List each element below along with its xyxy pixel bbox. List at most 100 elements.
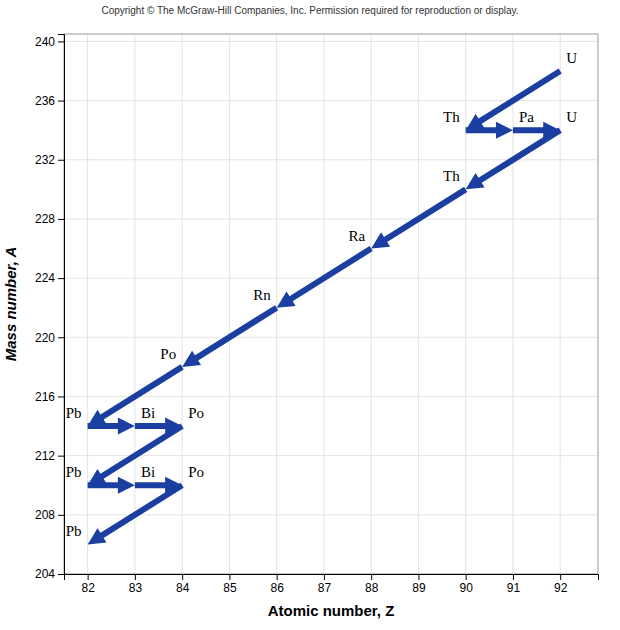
tick-label: 89 <box>412 581 426 595</box>
tick: 87 <box>318 574 332 595</box>
axis-line <box>65 575 599 581</box>
tick-mark <box>58 278 64 279</box>
node-label: Po <box>160 346 176 362</box>
annotation: Copyright © The McGraw-Hill Companies, I… <box>101 5 518 16</box>
arrow <box>88 418 135 435</box>
tick-label: 208 <box>35 508 55 522</box>
tick-mark <box>513 574 514 580</box>
tick: 84 <box>176 574 190 595</box>
tick: 240 <box>35 35 64 49</box>
grid-line <box>418 34 419 574</box>
tick: 212 <box>35 449 64 463</box>
tick-label: 88 <box>365 581 379 595</box>
node-label: Rn <box>253 287 271 303</box>
grid <box>64 34 598 574</box>
tick-label: 86 <box>270 581 284 595</box>
tick-label: 91 <box>507 581 521 595</box>
tick-label: 212 <box>35 449 55 463</box>
tick-label: 92 <box>554 581 568 595</box>
tick: 82 <box>81 574 95 595</box>
node-label: Th <box>443 109 460 125</box>
tick-label: 240 <box>35 35 55 49</box>
tick-mark <box>58 396 64 397</box>
tick: 220 <box>35 331 64 345</box>
grid-line <box>371 34 372 574</box>
tick: 89 <box>412 574 426 595</box>
tick: 232 <box>35 153 64 167</box>
tick: 92 <box>554 574 568 595</box>
tick-label: 87 <box>318 581 332 595</box>
node-label: Ra <box>348 228 365 244</box>
grid-line <box>512 34 513 574</box>
tick: 228 <box>35 212 64 226</box>
tick-mark <box>58 101 64 102</box>
arrow <box>277 246 373 308</box>
grid-line <box>64 396 598 397</box>
node-label: Pa <box>519 109 534 125</box>
arrows <box>88 68 562 544</box>
tick: 85 <box>223 574 237 595</box>
tick-mark <box>58 337 64 338</box>
arrow <box>88 364 184 426</box>
node-label: Bi <box>141 464 155 480</box>
node-label: Pb <box>66 464 82 480</box>
tick-mark <box>58 219 64 220</box>
grid-line <box>87 34 88 574</box>
node-label: Pb <box>66 405 82 421</box>
tick-label: 82 <box>81 581 95 595</box>
x-axis: 82 83 84 85 86 87 88 89 90 91 92 <box>65 574 599 595</box>
arrow <box>182 305 278 367</box>
tick-mark <box>88 574 89 580</box>
y-axis: 204 208 212 216 220 224 228 232 236 240 <box>35 35 65 582</box>
tick: 204 <box>35 567 64 581</box>
tick-label: 236 <box>35 94 55 108</box>
x-axis-title: Atomic number, Z <box>268 602 395 619</box>
grid-line <box>560 34 561 574</box>
tick-mark <box>58 456 64 457</box>
tick-label: 90 <box>460 581 474 595</box>
tick-mark <box>58 160 64 161</box>
grid-line <box>134 34 135 574</box>
tick-mark <box>135 574 136 580</box>
grid-line <box>323 34 324 574</box>
y-axis-title: Mass number, A <box>2 247 19 361</box>
tick: 91 <box>507 574 521 595</box>
grid-line <box>64 455 598 456</box>
tick: 236 <box>35 94 64 108</box>
tick-mark <box>324 574 325 580</box>
tick-mark <box>58 574 64 575</box>
tick-label: 220 <box>35 331 55 345</box>
grid-line <box>276 34 277 574</box>
grid-line <box>64 41 598 42</box>
tick-mark <box>58 41 64 42</box>
tick: 224 <box>35 271 64 285</box>
axis-line <box>58 35 65 575</box>
node-label: Th <box>443 168 460 184</box>
node-label: U <box>566 109 577 125</box>
arrow <box>88 424 184 486</box>
tick: 208 <box>35 508 64 522</box>
plot-frame <box>64 34 598 574</box>
tick-mark <box>229 574 230 580</box>
arrow <box>88 483 184 545</box>
tick-label: 204 <box>35 567 55 581</box>
arrow <box>371 187 467 249</box>
grid-line <box>182 34 183 574</box>
tick-mark <box>418 574 419 580</box>
tick-mark <box>182 574 183 580</box>
tick: 88 <box>365 574 379 595</box>
arrow <box>88 477 135 494</box>
node-label: Po <box>188 405 204 421</box>
chart: Copyright © The McGraw-Hill Companies, I… <box>0 0 620 630</box>
tick-label: 83 <box>129 581 143 595</box>
tick-label: 84 <box>176 581 190 595</box>
tick-mark <box>466 574 467 580</box>
tick-mark <box>560 574 561 580</box>
tick-mark <box>371 574 372 580</box>
arrow <box>466 122 513 139</box>
grid-line <box>64 514 598 515</box>
tick-label: 224 <box>35 271 55 285</box>
tick-label: 216 <box>35 390 55 404</box>
grid-line <box>64 278 598 279</box>
node-label: U <box>566 50 577 66</box>
